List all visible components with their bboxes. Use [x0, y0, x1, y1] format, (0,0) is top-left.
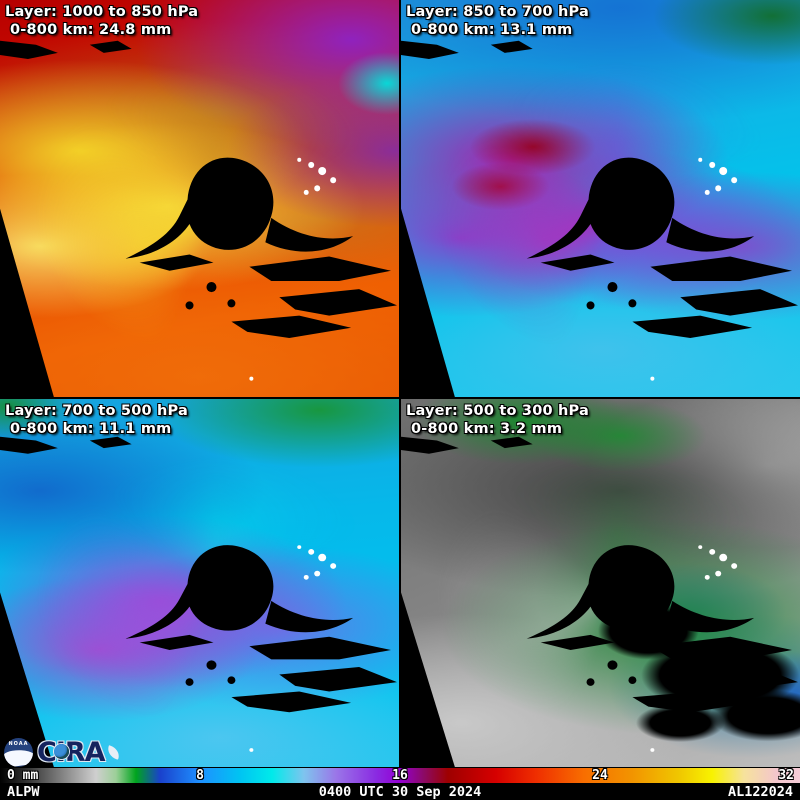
layer-label: Layer: 500 to 300 hPa [406, 403, 589, 419]
value-label: 0-800 km: 24.8 mm [10, 22, 172, 38]
colorbar-tick-8: 8 [196, 768, 204, 783]
colorbar-tick-0: 0 mm [7, 768, 39, 783]
layer-label: Layer: 1000 to 850 hPa [5, 4, 199, 20]
dry-slot-overlay [401, 436, 799, 767]
valid-time: 0400 UTC 30 Sep 2024 [318, 783, 482, 800]
colorbar-tick-32: 32 [778, 768, 794, 783]
colorbar-tick-24: 24 [592, 768, 608, 783]
value-label: 0-800 km: 11.1 mm [10, 421, 172, 437]
dry-slot-overlay [0, 40, 398, 397]
panel-1000-850-hpa: Layer: 1000 to 850 hPa 0-800 km: 24.8 mm [0, 0, 399, 397]
colorbar-tick-16: 16 [392, 768, 408, 783]
status-bar: ALPW 0400 UTC 30 Sep 2024 AL122024 [0, 783, 800, 800]
layer-label: Layer: 850 to 700 hPa [406, 4, 589, 20]
satellite-dish-icon [105, 744, 121, 760]
panel-label: Layer: 700 to 500 hPa 0-800 km: 11.1 mm [5, 402, 188, 438]
globe-icon [54, 743, 69, 759]
panel-label: Layer: 850 to 700 hPa 0-800 km: 13.1 mm [406, 3, 589, 39]
agency-logos: NOAA CIRA [4, 736, 121, 768]
value-label: 0-800 km: 3.2 mm [411, 421, 563, 437]
cira-logo-text: CIRA [37, 736, 106, 768]
panel-700-500-hpa: Layer: 700 to 500 hPa 0-800 km: 11.1 mm [0, 399, 399, 767]
dry-slot-overlay [401, 40, 799, 397]
cira-logo: CIRA [37, 736, 121, 768]
dry-slot-overlay [0, 436, 398, 767]
panel-500-300-hpa: Layer: 500 to 300 hPa 0-800 km: 3.2 mm [401, 399, 800, 767]
value-label: 0-800 km: 13.1 mm [411, 22, 573, 38]
colorbar-scale: 0 mm 8 16 24 32 [0, 768, 800, 783]
noaa-seagull-icon [4, 747, 33, 767]
panel-label: Layer: 500 to 300 hPa 0-800 km: 3.2 mm [406, 402, 589, 438]
noaa-logo-icon: NOAA [4, 737, 33, 767]
storm-id: AL122024 [727, 783, 793, 800]
product-name: ALPW [7, 783, 40, 800]
panel-label: Layer: 1000 to 850 hPa 0-800 km: 24.8 mm [5, 3, 198, 39]
layer-label: Layer: 700 to 500 hPa [5, 403, 188, 419]
panel-850-700-hpa: Layer: 850 to 700 hPa 0-800 km: 13.1 mm [401, 0, 800, 397]
noaa-logo-text: NOAA [8, 740, 29, 747]
